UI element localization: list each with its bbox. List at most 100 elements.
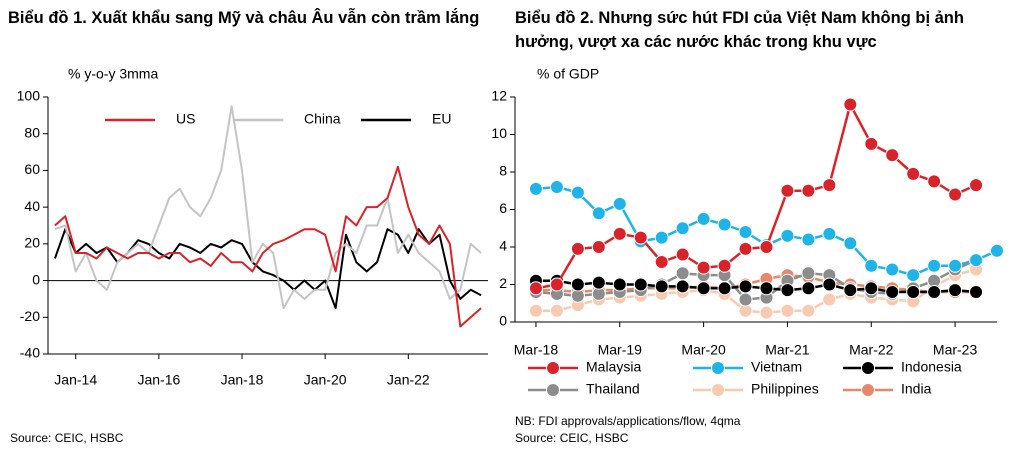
point: [528, 181, 543, 196]
y-tick-label: 0: [32, 271, 40, 287]
point: [675, 279, 690, 294]
point: [927, 285, 942, 299]
point: [759, 281, 774, 296]
point: [549, 277, 564, 292]
point: [843, 97, 858, 112]
point: [549, 180, 564, 194]
series-line: [54, 165, 482, 328]
y-tick-label: -20: [20, 308, 40, 324]
point: [969, 253, 984, 268]
point: [549, 303, 564, 318]
y-axis-label: % of GDP: [537, 66, 599, 82]
y-tick-label: 40: [24, 198, 40, 214]
point: [801, 281, 816, 296]
series-line: [536, 279, 977, 294]
point: [612, 196, 627, 211]
point: [780, 228, 795, 243]
point: [822, 277, 837, 292]
point: [843, 236, 858, 251]
point: [612, 226, 627, 241]
point: [948, 283, 963, 298]
point: [801, 303, 816, 318]
legend-marker: [546, 361, 560, 375]
point: [927, 258, 942, 273]
point: [738, 225, 753, 239]
point: [570, 185, 585, 200]
y-tick-label: 0: [499, 313, 507, 329]
series-line: [535, 103, 977, 290]
point: [801, 266, 816, 281]
point: [948, 187, 963, 202]
point: [570, 241, 585, 256]
point: [948, 258, 963, 273]
point: [528, 303, 543, 318]
x-tick-label: Mar-23: [933, 342, 978, 358]
point: [591, 206, 606, 221]
x-tick-label: Jan-22: [387, 372, 430, 388]
point: [801, 232, 816, 247]
point: [654, 255, 669, 269]
point: [780, 303, 795, 318]
point: [759, 305, 774, 320]
point: [864, 136, 879, 151]
y-tick-label: 6: [499, 200, 507, 216]
chart-title: Biểu đồ 2. Nhưng sức hút FDI của Việt Na…: [515, 9, 964, 51]
point: [990, 243, 1004, 258]
series-line: [535, 185, 998, 277]
legend-marker: [546, 383, 560, 397]
point: [969, 178, 984, 193]
x-tick-label: Jan-20: [304, 372, 347, 388]
y-axis-label: % y-o-y 3mma: [68, 66, 158, 82]
legend-marker: [861, 383, 875, 397]
legend-label: Thailand: [586, 381, 640, 397]
y-tick-label: 4: [499, 238, 507, 254]
point: [885, 148, 900, 163]
legend-label: Malaysia: [586, 359, 641, 375]
point: [780, 283, 795, 298]
x-tick-label: Mar-21: [765, 342, 810, 358]
note: NB: FDI approvals/applications/flow, 4qm…: [515, 414, 741, 428]
point: [969, 285, 984, 299]
point: [654, 230, 669, 245]
y-tick-label: 20: [24, 235, 40, 251]
legend-label: US: [176, 111, 195, 127]
point: [906, 268, 921, 283]
point: [717, 281, 732, 296]
point: [591, 240, 606, 254]
x-tick-label: Mar-22: [849, 342, 894, 358]
point: [822, 178, 837, 193]
y-tick-label: 100: [17, 88, 41, 104]
point: [822, 226, 837, 241]
legend-label: Vietnam: [751, 359, 802, 375]
point: [696, 211, 711, 226]
point: [675, 266, 690, 281]
point: [570, 277, 585, 292]
point: [885, 285, 900, 299]
point: [591, 275, 606, 290]
legend-label: India: [901, 381, 932, 397]
point: [885, 262, 900, 277]
legend-label: Indonesia: [901, 359, 962, 375]
point: [738, 241, 753, 256]
point: [738, 292, 753, 307]
point: [633, 277, 648, 292]
point: [906, 285, 921, 299]
legend-marker: [861, 361, 875, 375]
source: Source: CEIC, HSBC: [515, 431, 629, 445]
series-line: [536, 273, 976, 294]
point: [696, 281, 711, 296]
legend-marker: [711, 383, 725, 397]
point: [864, 258, 879, 273]
point: [717, 217, 732, 232]
y-tick-label: 8: [499, 163, 507, 179]
y-tick-label: 12: [491, 88, 507, 104]
legend-marker: [711, 361, 725, 375]
source: Source: CEIC, HSBC: [10, 431, 124, 445]
point: [654, 279, 669, 294]
point: [633, 230, 648, 245]
y-tick-label: 10: [491, 125, 507, 141]
point: [696, 260, 711, 275]
legend-label: China: [304, 111, 341, 127]
